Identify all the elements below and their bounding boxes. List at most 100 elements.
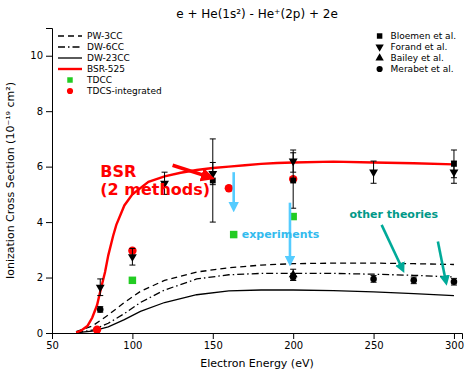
error-bar-cap	[371, 183, 377, 184]
series-line	[76, 263, 454, 331]
series-line	[76, 162, 454, 333]
legend-symbol	[375, 53, 383, 60]
error-bar	[451, 278, 457, 285]
legend-item: TDCS-integrated	[67, 86, 162, 96]
x-tick-label: 200	[284, 340, 303, 351]
error-bar-cap	[371, 161, 377, 162]
legend-item: DW-23CC	[58, 53, 130, 63]
annotation-text: BSR (2 methods)	[100, 162, 210, 199]
legend-label: BSR-525	[87, 64, 125, 74]
x-tick-label: 50	[46, 340, 59, 351]
legend-label: TDCC	[86, 75, 112, 85]
y-tick-mark	[46, 56, 52, 57]
y-tick-mark	[46, 278, 52, 279]
x-axis-title: Electron Energy (eV)	[200, 357, 314, 370]
legend-symbol	[58, 57, 82, 58]
series-scatter	[96, 150, 459, 296]
x-tick-mark	[132, 333, 133, 339]
error-bar-cap	[451, 150, 457, 151]
error-bar-cap	[97, 278, 103, 279]
series-line	[76, 290, 454, 333]
legend-label: Merabet et al.	[391, 64, 454, 74]
series-scatter	[210, 139, 457, 222]
x-axis-line	[53, 334, 463, 340]
x-tick-mark	[454, 333, 455, 339]
y-tick: 0	[37, 328, 52, 339]
series-line	[76, 290, 454, 333]
y-tick: 2	[37, 272, 52, 283]
series-point	[290, 274, 297, 281]
x-tick: 150	[204, 333, 223, 351]
x-tick-mark	[213, 333, 214, 339]
chart-title: e + He(1s²) - He⁺(2p) + 2e	[176, 7, 338, 21]
annotation-arrow	[438, 242, 446, 282]
legend-item: PW-3CC	[58, 31, 123, 41]
y-tick: 4	[37, 217, 52, 228]
series-scatter	[93, 175, 298, 333]
y-tick: 10	[30, 50, 52, 61]
legend-item: BSR-525	[58, 64, 125, 74]
legend-item: TDCC	[67, 75, 112, 85]
series-point	[369, 170, 378, 178]
y-tick-mark	[46, 333, 52, 334]
marks	[76, 139, 458, 333]
y-tick-label: 4	[37, 217, 43, 228]
annotation-point	[230, 231, 237, 238]
y-tick-label: 6	[37, 161, 43, 172]
legend-label: DW-6CC	[87, 42, 124, 52]
y-tick-mark	[46, 222, 52, 223]
legend-symbol	[375, 45, 383, 52]
y-tick-mark	[46, 167, 52, 168]
series-line	[76, 273, 454, 332]
annotation-text-line: experiments	[242, 228, 320, 241]
annotation-arrow	[173, 165, 210, 177]
annotation-text-line: BSR	[100, 162, 136, 181]
y-axis-line	[46, 29, 53, 334]
legend-item: Merabet et al.	[377, 64, 454, 74]
legend-symbol	[377, 66, 383, 72]
legend-symbol	[58, 68, 82, 70]
series-point	[290, 178, 296, 184]
legend-symbol	[67, 77, 72, 82]
error-bar-cap	[210, 184, 216, 185]
error-bar-cap	[129, 248, 135, 249]
x-axis: 50 100 150 200 250 300	[46, 333, 464, 351]
series-point	[225, 184, 233, 192]
legend-symbol	[58, 46, 82, 47]
legend-item: Forand et al.	[375, 42, 447, 52]
series-point	[208, 171, 217, 179]
x-tick-label: 300	[445, 340, 464, 351]
legend-symbol	[377, 33, 382, 38]
legend-label: DW-23CC	[87, 53, 130, 63]
annotation-text: other theories	[349, 208, 438, 221]
series-point	[96, 285, 105, 293]
error-bar-cap	[97, 295, 103, 296]
y-axis-title: Ionization Cross Section (10⁻¹⁹ cm²)	[4, 82, 17, 279]
y-tick: 8	[37, 106, 52, 117]
error-bar-stem	[212, 139, 213, 222]
legend-label: PW-3CC	[87, 31, 123, 41]
series-point	[129, 277, 136, 284]
annotation-text-line: (2 methods)	[100, 180, 210, 199]
annotation-text-line: other theories	[349, 208, 438, 221]
chart-root: 50 100 150 200 250 300 0 2 4 6 8 10 BSR (2 methods) e…	[0, 0, 474, 373]
error-bar-cap	[129, 265, 135, 266]
series-point	[97, 306, 104, 313]
annotation-text: experiments	[242, 228, 320, 241]
x-tick: 100	[123, 333, 142, 351]
y-tick-label: 8	[37, 106, 43, 117]
error-bar-cap	[290, 269, 296, 270]
series-scatter	[289, 269, 298, 280]
y-tick-label: 2	[37, 272, 43, 283]
series-point	[450, 170, 459, 178]
error-bar	[97, 307, 103, 313]
y-axis: 0 2 4 6 8 10	[30, 29, 52, 339]
x-tick-label: 250	[365, 340, 384, 351]
error-bar-cap	[451, 183, 457, 184]
series-point	[370, 276, 377, 283]
legend-label: TDCS-integrated	[86, 86, 162, 96]
annotations: BSR (2 methods) experiments other theories	[100, 162, 446, 281]
y-tick-label: 0	[37, 328, 43, 339]
legend-label: Bloemen et al.	[391, 31, 456, 41]
series-scatter	[97, 274, 457, 313]
